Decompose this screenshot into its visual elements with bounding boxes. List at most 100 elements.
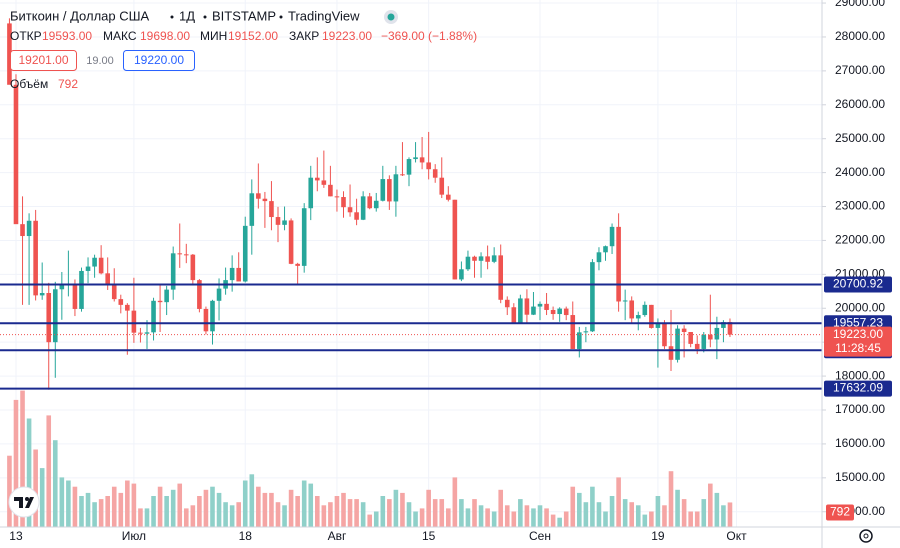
volume-bar [662,505,667,527]
volume-bar [138,508,143,527]
volume-bar [609,496,615,527]
candle-body [105,273,110,284]
separator [279,15,283,19]
ask[interactable]: 19220.00 [134,53,184,67]
candle-body [354,212,359,220]
change: −369.00 (−1.88%) [381,29,477,43]
candle-body [432,169,438,178]
ohlc-value: 19152.00 [228,29,278,43]
y-tick-label: 16000.00 [835,436,885,450]
volume-bar [642,514,648,527]
candle-body [622,300,628,302]
volume-bar [7,455,12,527]
volume-bar [20,390,25,527]
volume-bar [485,508,490,527]
candle-body [485,256,490,262]
volume-bar [170,489,176,527]
candle-body [518,298,523,324]
volume-bar [242,480,248,527]
candle-body [681,328,687,333]
candle-body [79,270,84,309]
candle-body [131,310,137,333]
volume-bar [229,505,235,527]
volume-bar [341,492,346,527]
y-tick-label: 24000.00 [835,165,885,179]
volume-bar [688,511,693,527]
volume-bar [478,505,484,527]
y-tick-label: 23000.00 [835,199,885,213]
volume-bar [144,508,150,527]
candle-body [203,308,209,332]
candle-body [229,267,235,281]
volume-bar [419,508,425,527]
candle-body [367,196,373,209]
volume-bar [373,511,379,527]
candle-body [118,299,124,305]
volume-bar [197,496,202,527]
buy-button[interactable] [123,50,195,71]
exchange: BITSTAMP [212,8,276,23]
candle-body [210,300,215,332]
candle-body [59,284,65,290]
ohlc-name: МИН [200,29,227,43]
volume-bar [701,499,707,527]
candle-body [662,323,667,347]
volume-bar [157,486,163,527]
x-tick-label: 19 [651,529,665,543]
volume-bar [727,502,733,527]
logo-circle[interactable] [8,486,40,518]
candle-body [478,256,484,261]
y-tick-label: 20000.00 [835,300,885,314]
candle-body [721,322,726,328]
candle-body [275,217,281,225]
volume-bar [321,505,327,527]
candle-body [688,332,693,344]
candle-body [334,196,340,198]
gear[interactable] [859,529,873,543]
candle-body [459,269,464,280]
candle-body [301,208,307,266]
volume-bar [111,486,117,527]
volume-bar [52,440,58,527]
volume-bar [26,418,32,527]
candle-body [13,84,19,225]
volume-bar [236,502,241,527]
candle-body [170,253,176,290]
volume-bar [347,499,353,527]
bid[interactable]: 19201.00 [18,53,68,67]
candle-body [380,179,386,201]
separator [170,15,174,19]
candle-body [144,332,150,334]
x-tick-label: Сен [529,529,551,543]
volume-bar [531,508,536,527]
candle-body [642,304,648,316]
candle-body [85,266,91,271]
candle-body [511,307,517,324]
candle-body [26,220,32,237]
y-tick-label: 25000.00 [835,131,885,145]
volume-bar [563,511,569,527]
volume-bar [39,468,45,527]
volume-bar [223,502,228,527]
candle-body [570,315,576,349]
candle-body [452,199,458,280]
candle-body [714,327,720,340]
volume-bar [177,483,183,527]
volume-bar [393,489,399,527]
x-tick-label: 18 [239,529,253,543]
candle-body [694,343,700,349]
volume-bar [708,483,713,527]
volume-bar [72,486,78,527]
volume-bar [367,514,373,527]
volume-bar [675,489,680,527]
logo[interactable] [8,486,40,518]
candle-body [550,309,556,315]
volume-bar [498,489,504,527]
ohlc-value: 19698.00 [140,29,190,43]
candle-body [256,193,261,199]
settings-icon[interactable] [859,529,873,543]
volume-bar [203,489,209,527]
volume-bar [164,496,169,527]
sell-button[interactable] [10,50,77,71]
volume-bar [465,508,471,527]
